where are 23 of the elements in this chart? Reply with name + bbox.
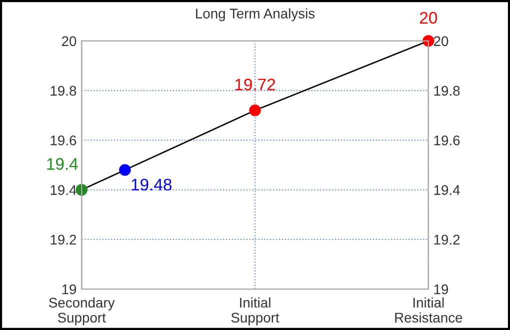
point	[422, 35, 434, 47]
data-label: 20	[420, 12, 438, 24]
x-tick-label: Initial Support	[231, 297, 280, 326]
y2-tick-label: 20	[434, 36, 448, 46]
x-tick-label: Secondary Support	[49, 297, 115, 326]
y2-tick-label: 19.2	[434, 234, 460, 245]
y-tick-label: 20	[62, 36, 76, 46]
y-tick-label: 19.8	[50, 86, 76, 96]
y2-tick-label: 19.8	[434, 86, 460, 96]
y-tick-label: 19.6	[50, 136, 76, 146]
x-tick-label: Initial Resistance	[395, 297, 462, 323]
y2-tick-label: 19.4	[434, 185, 460, 195]
data-label: 19.48	[132, 178, 172, 191]
y-tick-label: 19.4	[50, 185, 76, 195]
y-tick-label: 19.2	[50, 234, 76, 245]
y2-tick-label: 19.6	[434, 136, 460, 146]
y-tick-label: 19	[62, 284, 76, 294]
chart-title: Long Term Analysis	[196, 8, 315, 22]
point	[249, 104, 261, 116]
y2-tick-label: 19	[434, 284, 448, 294]
point	[119, 164, 131, 176]
data-label: 19.72	[235, 78, 276, 90]
point	[76, 184, 88, 196]
